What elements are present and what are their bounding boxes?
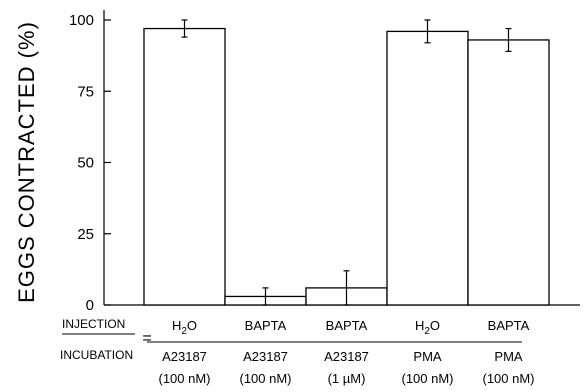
incubation-row-label: INCUBATION [60, 348, 133, 362]
incubation-label: A23187 [243, 349, 288, 364]
injection-label: BAPTA [488, 318, 530, 333]
condition-labels: H2O A23187 (100 nM) BAPTA A23187 (100 nM) BAPT… [158, 318, 534, 386]
concentration-label: (100 nM) [239, 371, 291, 386]
incubation-label: A23187 [162, 349, 207, 364]
incubation-label: A23187 [324, 349, 369, 364]
bar [143, 27, 226, 306]
concentration-label: (100 nM) [482, 371, 534, 386]
y-axis-label: EGGS CONTRACTED (%) [14, 21, 39, 303]
incubation-label: PMA [413, 349, 442, 364]
equals-sign: = [142, 330, 151, 347]
bars-group [143, 19, 550, 306]
injection-label: H2O [415, 318, 440, 337]
y-tick-label: 75 [77, 83, 94, 100]
y-axis-ticks: 0 25 50 75 100 [69, 12, 111, 314]
y-tick-label: 0 [86, 297, 94, 314]
bar [386, 30, 469, 306]
y-tick-label: 100 [69, 12, 94, 29]
injection-label: BAPTA [245, 318, 287, 333]
injection-label: BAPTA [326, 318, 368, 333]
incubation-label: PMA [494, 349, 523, 364]
concentration-label: (100 nM) [158, 371, 210, 386]
y-tick-label: 25 [77, 226, 94, 243]
bar [467, 39, 550, 306]
injection-row-label: INJECTION [62, 317, 125, 331]
concentration-label: (100 nM) [401, 371, 453, 386]
concentration-label: (1 µM) [328, 371, 366, 386]
y-tick-label: 50 [77, 155, 94, 172]
injection-label: H2O [172, 318, 197, 337]
